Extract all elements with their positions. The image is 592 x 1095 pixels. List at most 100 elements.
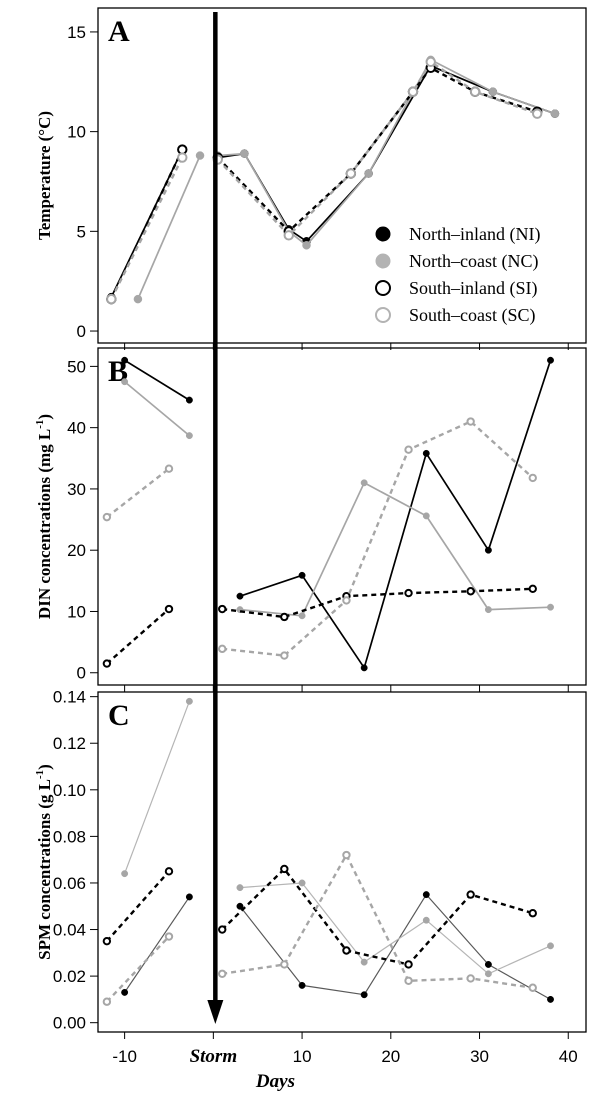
panel-letter: C [108, 699, 130, 732]
y-axis-title: DIN concentrations (mg L-1) [34, 414, 54, 619]
y-tick-label: 30 [67, 480, 86, 499]
legend-entry: North–coast (NC) [375, 251, 538, 272]
data-point [164, 604, 174, 614]
data-point [484, 546, 492, 554]
data-point [102, 936, 112, 946]
series-4 [102, 417, 537, 660]
data-point [102, 997, 112, 1006]
series-line [222, 420, 534, 657]
data-point [280, 960, 289, 969]
data-point [484, 970, 492, 978]
data-point [185, 697, 193, 705]
data-point [342, 850, 351, 860]
data-point [466, 417, 475, 426]
data-point [422, 891, 430, 899]
series-line [124, 896, 190, 993]
data-point [218, 604, 227, 614]
y-tick-label: 0.08 [53, 827, 86, 846]
data-point [404, 588, 413, 598]
x-tick-label: 10 [293, 1047, 312, 1066]
series-line [239, 893, 551, 1000]
data-point [404, 445, 413, 454]
series-line [106, 608, 170, 665]
data-point [102, 659, 112, 668]
data-point [185, 396, 193, 404]
x-axis-title: Days [255, 1071, 295, 1092]
data-point [298, 981, 306, 989]
x-tick-label: 30 [470, 1047, 489, 1066]
storm-tick-label: Storm [190, 1046, 238, 1067]
y-tick-label: 0 [77, 322, 86, 341]
data-point [360, 991, 368, 999]
panel-a: A 0 5 10 15 Temperature (°C) [35, 7, 587, 350]
data-point [547, 356, 554, 364]
x-tick-label: 20 [381, 1047, 400, 1066]
data-point [364, 169, 373, 178]
y-tick-label: 0 [77, 664, 86, 683]
data-point [121, 356, 129, 364]
y-axis-title: SPM concentrations (g L-1) [34, 764, 54, 960]
series-2 [121, 378, 554, 620]
series-2 [121, 697, 554, 978]
data-point [528, 473, 537, 483]
series-4 [106, 56, 543, 305]
data-point [547, 942, 554, 950]
series-line [222, 587, 533, 619]
data-point [240, 149, 249, 158]
data-point [106, 293, 117, 305]
panel-letter: A [108, 15, 130, 48]
data-point [195, 151, 205, 160]
data-point [404, 960, 413, 969]
data-point [422, 916, 430, 924]
series-line [124, 359, 190, 401]
series-line [106, 935, 170, 1003]
data-point [218, 925, 227, 934]
data-point [484, 961, 492, 968]
y-tick-label: 0.02 [53, 967, 86, 986]
series-line [124, 701, 190, 874]
data-point [469, 86, 481, 97]
y-tick-label: 15 [67, 23, 86, 42]
legend-label: North–coast (NC) [409, 251, 538, 272]
data-point [302, 241, 311, 250]
data-point [360, 479, 368, 487]
series-3 [102, 584, 537, 668]
y-tick-label: 0.14 [53, 688, 86, 707]
panel-frame [97, 691, 587, 1033]
data-point [236, 902, 244, 910]
series-4 [102, 850, 537, 1006]
y-tick-label: 10 [67, 123, 86, 142]
series-line [239, 481, 551, 617]
data-point [185, 893, 193, 901]
data-point [484, 606, 492, 614]
legend-marker [375, 226, 391, 242]
x-tick-label: -10 [112, 1047, 137, 1066]
data-point [422, 512, 430, 520]
y-tick-label: 0.04 [53, 921, 86, 940]
data-point [345, 168, 357, 179]
y-tick-label: 50 [67, 357, 86, 376]
series-line [239, 360, 552, 669]
data-point [528, 983, 537, 992]
data-point [121, 870, 129, 878]
data-point [177, 152, 188, 163]
data-point [133, 294, 143, 304]
data-point [283, 230, 294, 241]
data-point [298, 612, 306, 620]
data-point [466, 587, 475, 596]
data-point [280, 651, 289, 660]
data-point [218, 644, 227, 654]
legend-marker [375, 280, 391, 296]
data-point [422, 449, 430, 457]
data-point [280, 612, 289, 622]
data-point [121, 988, 129, 996]
series-line [216, 60, 538, 237]
data-point [236, 592, 244, 600]
data-point [550, 109, 560, 118]
data-point [164, 867, 174, 876]
series-line [217, 58, 556, 247]
y-tick-label: 0.00 [53, 1014, 86, 1033]
legend-marker [375, 307, 391, 323]
data-point [488, 87, 498, 96]
